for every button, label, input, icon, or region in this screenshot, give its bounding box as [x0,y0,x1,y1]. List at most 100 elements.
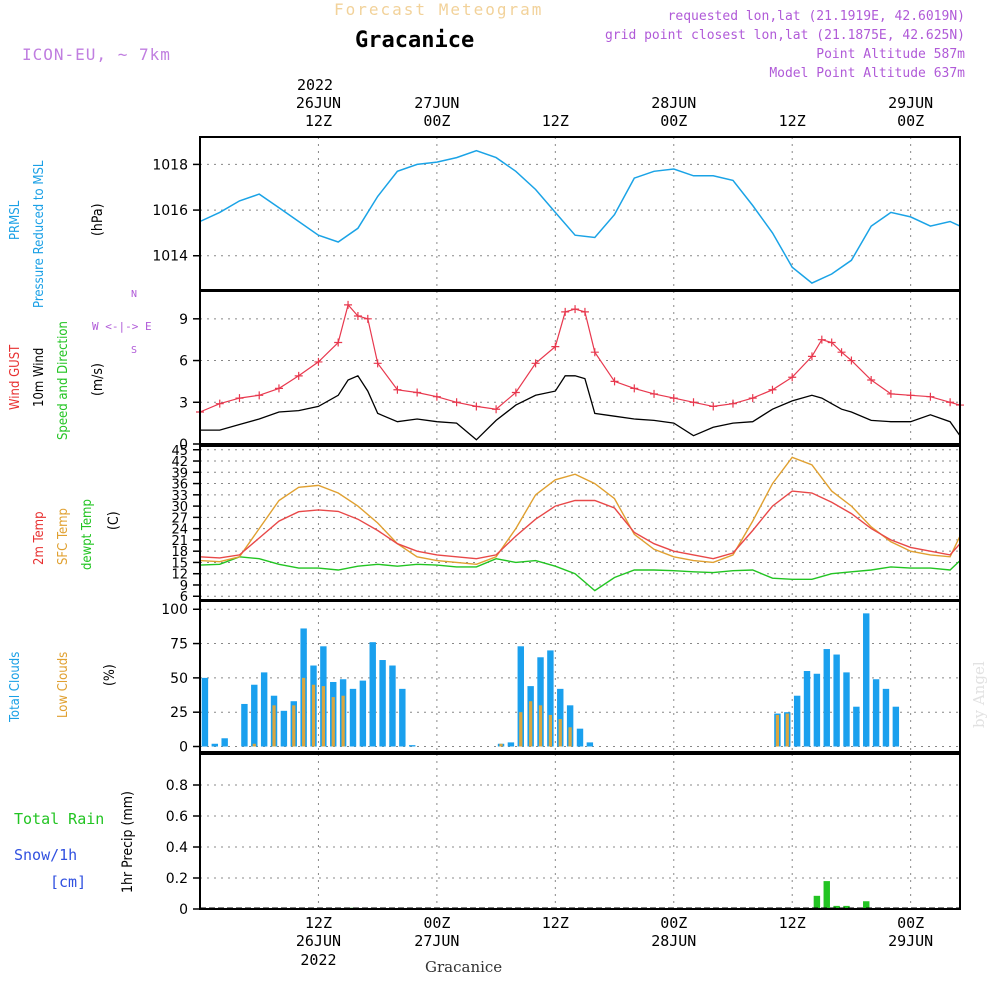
gust-marker [817,335,826,344]
t2m-line [199,490,961,560]
total-cloud-bar [557,688,564,747]
gust-marker [590,348,599,357]
wind-line [200,374,961,441]
total-cloud-bar [882,688,890,747]
total-cloud-bar [823,649,830,747]
top-date-label: 26JUN [295,94,342,112]
y-tick-label: 12 [171,568,188,583]
top-time-label: 00Z [423,112,451,130]
low-cloud-bar [499,743,503,747]
total-cloud-bar [813,673,821,747]
top-date-label: 29JUN [888,94,934,112]
low-cloud-bar [252,743,256,747]
gust-marker [827,338,836,347]
gust-marker [294,371,303,380]
gust-marker [709,402,718,411]
low-cloud-bar [311,684,316,747]
y-tick-label: 42 [171,455,188,470]
y-tick-label: 25 [170,705,188,721]
y-tick-label: 30 [171,500,188,515]
gust-marker [235,394,244,403]
gust-marker [926,392,935,401]
compass-n: N [131,289,138,300]
y-tick-label: 0 [179,740,188,756]
total-cloud-bar [211,743,219,747]
y-tick-label: 39 [171,466,188,481]
total-cloud-bar [803,671,811,747]
total-cloud-bar [369,642,376,747]
gust-marker [363,314,372,323]
gust-marker [492,405,501,414]
y-tick-label: 0.2 [166,871,188,887]
gust-marker [867,376,876,385]
gust-marker [748,394,757,403]
y-tick-label: 15 [171,556,188,571]
low-cloud-bar [272,705,276,747]
panel-frame-wind [199,290,961,445]
total-cloud-bar [833,654,840,747]
gust-marker [432,392,441,401]
y-tick-label: 33 [171,489,188,504]
gust-marker [886,389,895,398]
low-cloud-bar [568,727,572,747]
gust-marker [344,300,353,309]
gust-marker [580,307,589,316]
y-tick-label: 1016 [152,203,188,219]
gust-marker [807,352,816,361]
rain-label: Total Rain [14,810,105,828]
total-cloud-bar [576,728,584,747]
panel-frame-pressure [199,136,961,291]
y-tick-label: 0 [179,902,188,918]
total-cloud-bar [241,703,248,747]
low-cloud-bar [558,719,562,747]
gust-marker [314,357,323,366]
total-cloud-bar [389,665,396,747]
bottom-time-label: 12Z [778,914,806,932]
gust-marker [452,398,461,407]
gust-marker [531,359,540,368]
low-cloud-bar [321,686,325,747]
top-date-label: 28JUN [651,94,697,112]
y-tick-label: 24 [171,523,188,538]
panel-frame-clouds [199,600,961,753]
gust-marker [472,402,481,411]
panel-frame-temperature [199,445,961,601]
y-tick-label: 0.4 [166,840,188,856]
low-cloud-bar [775,714,780,747]
gust-marker [373,359,382,368]
top-time-label: 12Z [304,112,332,130]
footer-station: Gracanice [425,958,503,976]
top-time-label: 12Z [541,112,569,130]
total-cloud-bar [379,660,386,747]
low-cloud-bar [302,677,306,747]
gust-marker [551,342,560,351]
snow-label: Snow/1h [14,846,78,864]
gust-marker [413,388,422,397]
gust-line [199,303,961,413]
total-cloud-bar [537,657,544,747]
low-cloud-bar [529,701,533,747]
total-cloud-bar [872,679,880,747]
bottom-time-label: 12Z [304,914,332,932]
gust-marker [610,377,619,386]
compass-s: S [131,345,138,356]
y-tick-label: 9 [180,579,188,594]
total-cloud-bar [251,684,258,747]
gust-marker [788,373,797,382]
bottom-date-label: 29JUN [888,932,934,950]
point-altitude: Point Altitude 587m [816,47,965,62]
low-cloud-bar [519,712,523,747]
y-tick-label: 45 [171,444,188,459]
total-cloud-bar [793,695,801,747]
low-cloud-bar [292,705,296,747]
gust-marker [847,356,856,365]
total-cloud-bar [843,672,850,747]
top-time-label: 12Z [778,112,806,130]
total-cloud-bar [260,672,268,747]
gust-marker [946,398,955,407]
y-tick-label: 3 [179,395,188,411]
total-cloud-bar [221,738,228,747]
y-tick-label: 1018 [152,157,188,173]
gust-marker [768,385,777,394]
total-cloud-bar [359,680,367,747]
